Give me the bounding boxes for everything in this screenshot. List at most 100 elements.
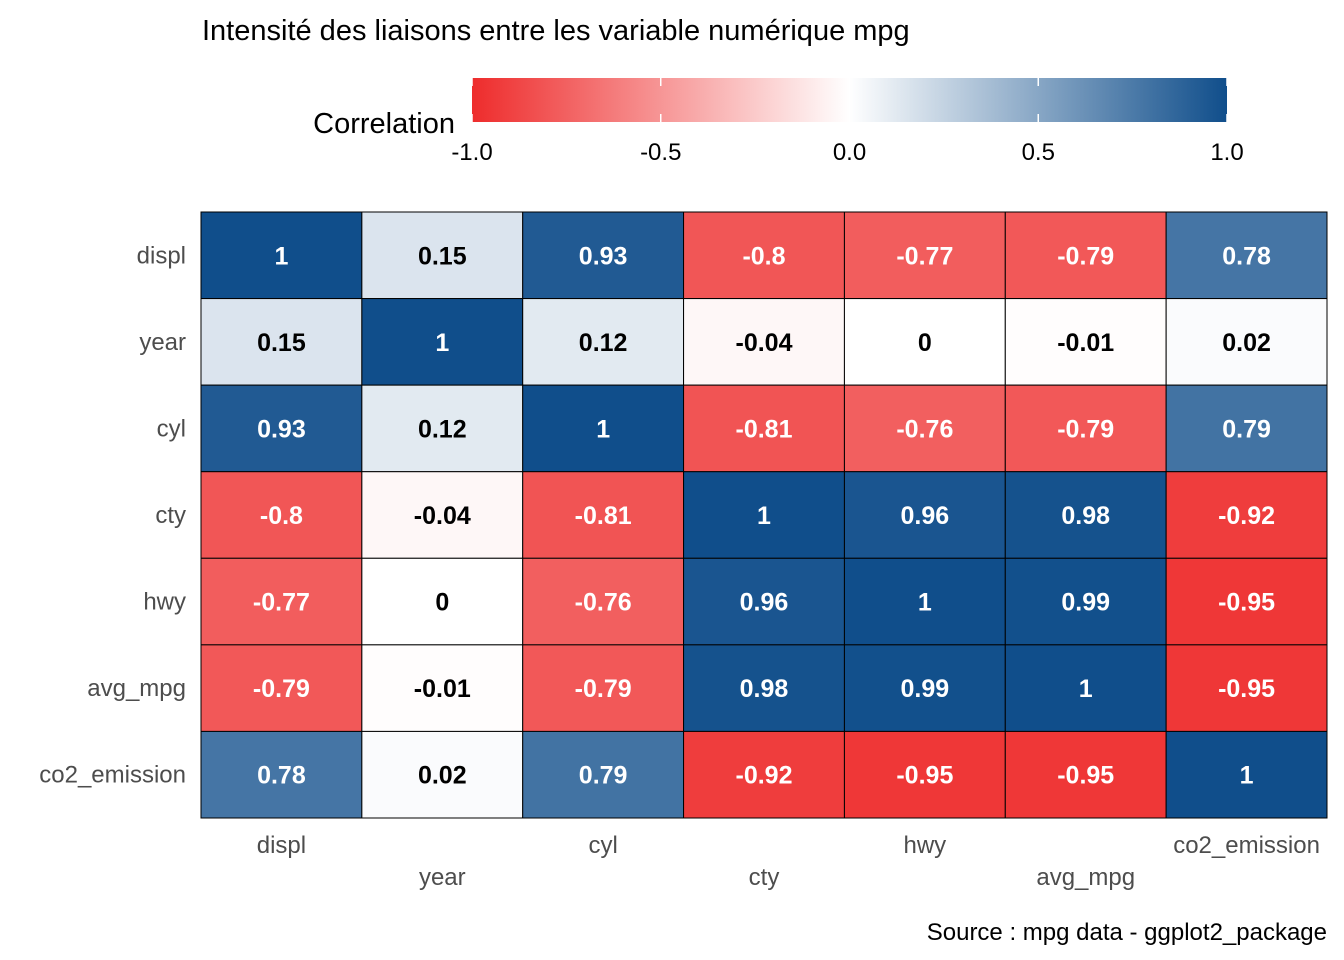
cell-value-label: 0.12 [418, 415, 467, 443]
y-axis-label: cty [155, 502, 186, 529]
heatmap-cell [843, 730, 1006, 819]
cell-value-label: -0.79 [1057, 415, 1114, 443]
heatmap-cell [843, 211, 1006, 300]
legend: Correlation -1.0 -0.5 0.0 0.5 1.0 [313, 78, 1244, 166]
heatmap-cell [522, 644, 685, 732]
cell-value-label: 0.78 [1222, 242, 1271, 270]
heatmap-cell [683, 557, 845, 646]
x-axis-label: cyl [588, 832, 617, 859]
heatmap-cell [361, 384, 524, 473]
cell-value-label: 0.99 [901, 675, 950, 703]
cell-value-label: -0.04 [736, 329, 793, 357]
heatmap-cell [1165, 471, 1328, 559]
heatmap-cell [200, 211, 363, 300]
heatmap-cell [522, 211, 685, 300]
y-axis-label: avg_mpg [87, 675, 186, 702]
heatmap-cell [522, 298, 685, 386]
legend-tick-label: 0.5 [1022, 139, 1055, 166]
legend-tick-label: 1.0 [1210, 139, 1243, 166]
cell-value-label: 0.02 [1222, 329, 1271, 357]
cell-value-label: -0.79 [575, 675, 632, 703]
heatmap-cell [843, 298, 1006, 386]
legend-tick-label: -0.5 [640, 139, 681, 166]
heatmap-cell [361, 471, 524, 559]
cell-value-label: 0.78 [257, 762, 306, 790]
cell-value-label: -0.92 [736, 762, 793, 790]
cell-value-label: 0.99 [1061, 589, 1110, 617]
heatmap-cell [683, 471, 845, 559]
cell-value-label: 0.15 [257, 329, 306, 357]
cell-value-label: -0.95 [896, 762, 953, 790]
x-axis-label: year [419, 864, 466, 891]
x-axis-label: cty [749, 864, 780, 891]
cell-value-label: 0.93 [257, 415, 306, 443]
cell-value-label: 1 [435, 329, 449, 357]
heatmap-cell [1165, 298, 1328, 386]
heatmap-cell-labels: 1 0.15 0.93 -0.8 -0.77 -0.79 0.78 0.15 1 0.12 -0.0… [253, 242, 1275, 789]
y-axis-label: displ [137, 242, 186, 269]
cell-value-label: 0.93 [579, 242, 628, 270]
heatmap-cell [683, 298, 845, 386]
chart-title: Intensité des liaisons entre les variabl… [202, 15, 910, 47]
cell-value-label: 1 [274, 242, 288, 270]
cell-value-label: 0.79 [1222, 415, 1271, 443]
heatmap-cell [843, 471, 1006, 559]
cell-value-label: -0.79 [1057, 242, 1114, 270]
cell-value-label: 0.96 [901, 502, 950, 530]
heatmap-cell [1004, 384, 1167, 473]
cell-value-label: 1 [757, 502, 771, 530]
heatmap-cell [1165, 644, 1328, 732]
x-axis-label: displ [257, 832, 306, 859]
heatmap-cell [1004, 557, 1167, 646]
cell-value-label: 0 [435, 589, 449, 617]
heatmap-cell [683, 384, 845, 473]
cell-value-label: -0.95 [1057, 762, 1114, 790]
cell-value-label: -0.8 [742, 242, 785, 270]
heatmap-cell [200, 384, 363, 473]
cell-value-label: -0.77 [253, 589, 310, 617]
cell-value-label: 0.12 [579, 329, 628, 357]
cell-value-label: 0.79 [579, 762, 628, 790]
cell-value-label: -0.8 [260, 502, 303, 530]
y-axis-label: cyl [157, 415, 186, 442]
cell-value-label: -0.95 [1218, 675, 1275, 703]
heatmap-cell [522, 384, 685, 473]
heatmap-cell [200, 298, 363, 386]
cell-value-label: 0.96 [740, 589, 789, 617]
heatmap-cell [683, 644, 845, 732]
heatmap-cell [1165, 557, 1328, 646]
legend-title: Correlation [313, 108, 455, 140]
heatmap-cell [361, 557, 524, 646]
y-axis-label: hwy [143, 589, 186, 616]
cell-value-label: -0.79 [253, 675, 310, 703]
cell-value-label: 0 [918, 329, 932, 357]
heatmap-cell [1004, 730, 1167, 819]
heatmap-cell [1004, 211, 1167, 300]
chart-caption: Source : mpg data - ggplot2_package [927, 919, 1327, 946]
cell-value-label: -0.01 [1057, 329, 1114, 357]
heatmap-cell [200, 557, 363, 646]
cell-value-label: 1 [596, 415, 610, 443]
y-axis-label: co2_emission [39, 762, 186, 789]
cell-value-label: 0.98 [740, 675, 789, 703]
heatmap-cell [1165, 730, 1328, 819]
heatmap-cell [1165, 384, 1328, 473]
heatmap-cell [683, 211, 845, 300]
cell-value-label: -0.04 [414, 502, 471, 530]
cell-value-label: 0.15 [418, 242, 467, 270]
cell-value-label: 0.98 [1061, 502, 1110, 530]
heatmap-cell [200, 644, 363, 732]
legend-ticks: -1.0 -0.5 0.0 0.5 1.0 [451, 78, 1244, 166]
heatmap-cell [522, 730, 685, 819]
cell-value-label: -0.76 [896, 415, 953, 443]
heatmap-cell [1165, 211, 1328, 300]
heatmap-cell [843, 644, 1006, 732]
cell-value-label: -0.95 [1218, 589, 1275, 617]
heatmap-cell [683, 730, 845, 819]
cell-value-label: -0.01 [414, 675, 471, 703]
heatmap-cell [522, 471, 685, 559]
y-axis-labels: displ year cyl cty hwy avg_mpg co2_emission [39, 242, 186, 788]
legend-tick-label: -1.0 [451, 139, 492, 166]
cell-value-label: 0.02 [418, 762, 467, 790]
